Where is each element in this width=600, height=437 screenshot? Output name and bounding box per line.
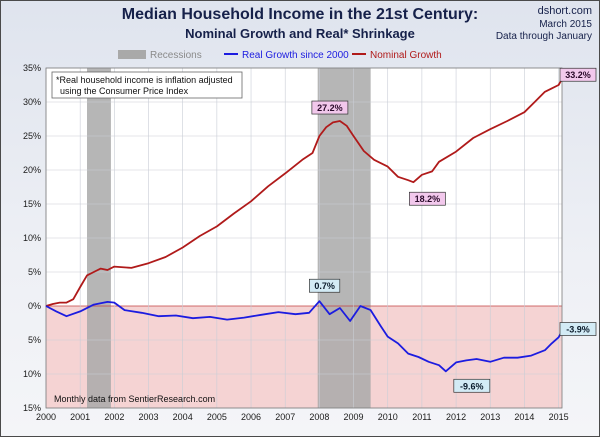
y-tick-label: 15% — [23, 199, 41, 209]
callout-label: 33.2% — [565, 70, 591, 80]
callout-label: -9.6% — [460, 381, 484, 391]
callout-box — [309, 278, 341, 293]
y-tick-label: 5% — [28, 335, 41, 345]
x-tick-label: 2010 — [378, 412, 398, 422]
callout: -9.6% — [453, 378, 491, 393]
callout-box — [559, 67, 597, 82]
data-through-label: Data through January — [495, 31, 592, 42]
y-tick-label: 30% — [23, 97, 41, 107]
callout: -3.9% — [559, 322, 597, 336]
callout: 0.7% — [309, 278, 341, 293]
plot-area — [46, 68, 562, 306]
notes: *Real household income is inflation adju… — [51, 71, 243, 404]
x-tick-label: 2011 — [412, 412, 431, 422]
x-tick-label: 2015 — [549, 412, 569, 422]
nominal-growth-line — [45, 79, 563, 307]
callout: 27.2% — [311, 100, 349, 115]
plot-background — [46, 68, 562, 408]
legend-label-nominal: Nominal Growth — [370, 50, 442, 61]
callout-label: 0.7% — [314, 281, 335, 291]
real-growth-line — [45, 300, 563, 373]
x-tick-label: 2000 — [36, 412, 56, 422]
y-tick-label: 25% — [23, 131, 41, 141]
y-tick-label: 0% — [28, 301, 41, 311]
y-tick-label: 15% — [23, 403, 41, 413]
source-label: dshort.com — [537, 5, 592, 17]
callout-label: 18.2% — [415, 194, 441, 204]
callout-box — [311, 100, 349, 115]
legend-label-recessions: Recessions — [150, 50, 202, 61]
x-tick-label: 2014 — [514, 412, 534, 422]
x-tick-label: 2005 — [207, 412, 227, 422]
series-lines — [45, 79, 563, 373]
x-tick-label: 2002 — [104, 412, 124, 422]
callout: 18.2% — [409, 191, 446, 206]
x-tick-label: 2004 — [173, 412, 193, 422]
x-tick-label: 2009 — [344, 412, 364, 422]
inflation-note-line1: *Real household income is inflation adju… — [56, 75, 233, 85]
y-tick-label: 20% — [23, 165, 41, 175]
x-tick-label: 2013 — [480, 412, 500, 422]
callout-box — [453, 378, 491, 393]
callout: 33.2% — [559, 67, 597, 82]
chart-subtitle: Nominal Growth and Real* Shrinkage — [185, 26, 415, 41]
x-tick-label: 2001 — [70, 412, 90, 422]
y-tick-label: 10% — [23, 369, 41, 379]
legend: Recessions Real Growth since 2000 Nominal … — [118, 50, 442, 61]
x-tick-label: 2003 — [139, 412, 159, 422]
gridlines — [45, 67, 563, 409]
callout-label: -3.9% — [566, 325, 590, 335]
chart-title: Median Household Income in the 21st Cent… — [121, 6, 479, 23]
legend-label-real: Real Growth since 2000 — [242, 50, 349, 61]
inflation-note-box — [51, 71, 243, 99]
x-tick-label: 2006 — [241, 412, 261, 422]
source-footer-note: Monthly data from SentierResearch.com — [54, 394, 215, 404]
callout-label: 27.2% — [317, 103, 343, 113]
inflation-note-line2: using the Consumer Price Index — [60, 86, 189, 96]
callout-box — [409, 191, 446, 206]
y-tick-label: 35% — [23, 63, 41, 73]
axis-labels: 35%30%25%20%15%10%5%0%5%10%15%2000 2001 20… — [23, 63, 569, 422]
negative-zone — [46, 306, 562, 408]
date-label: March 2015 — [539, 19, 592, 30]
legend-swatch-recessions — [118, 50, 146, 59]
x-tick-label: 2007 — [275, 412, 295, 422]
y-tick-label: 5% — [28, 267, 41, 277]
x-tick-label: 2008 — [309, 412, 329, 422]
x-tick-label: 2012 — [446, 412, 466, 422]
callouts: 27.2% 18.2% 33.2% 0.7% -9.6% -3.9% — [309, 67, 597, 393]
callout-box — [559, 322, 597, 336]
plot-border — [45, 67, 563, 409]
y-tick-label: 10% — [23, 233, 41, 243]
